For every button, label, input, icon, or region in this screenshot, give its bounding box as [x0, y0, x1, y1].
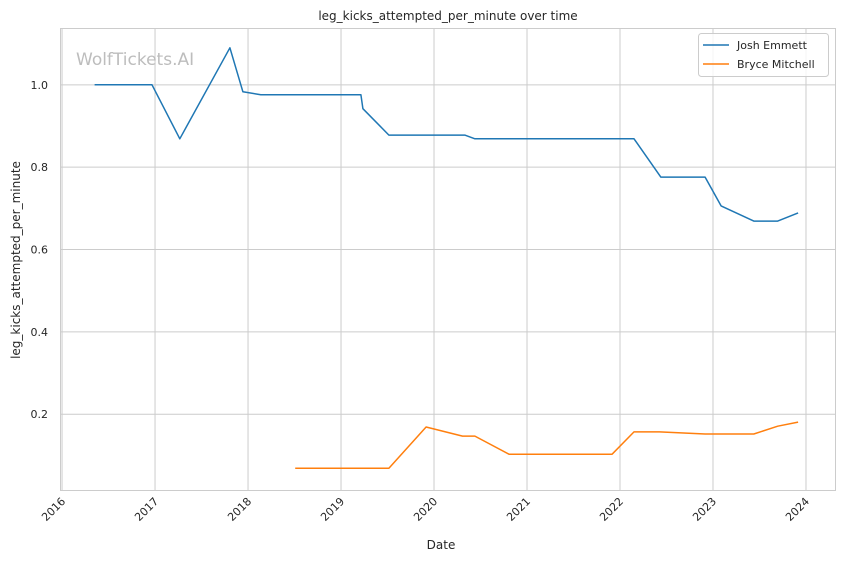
y-axis-label: leg_kicks_attempted_per_minute	[9, 161, 23, 359]
x-axis-label: Date	[427, 538, 456, 552]
watermark: WolfTickets.AI	[76, 50, 194, 70]
y-tick-label: 0.8	[31, 161, 49, 174]
y-tick-label: 0.2	[31, 408, 49, 421]
y-tick-label: 0.4	[31, 326, 49, 339]
y-tick-label: 1.0	[31, 79, 49, 92]
legend: Josh Emmett Bryce Mitchell	[699, 34, 829, 77]
legend-label-josh-emmett: Josh Emmett	[736, 39, 808, 52]
legend-label-bryce-mitchell: Bryce Mitchell	[737, 58, 815, 71]
chart-title: leg_kicks_attempted_per_minute over time	[318, 9, 577, 23]
y-tick-label: 0.6	[31, 244, 49, 257]
